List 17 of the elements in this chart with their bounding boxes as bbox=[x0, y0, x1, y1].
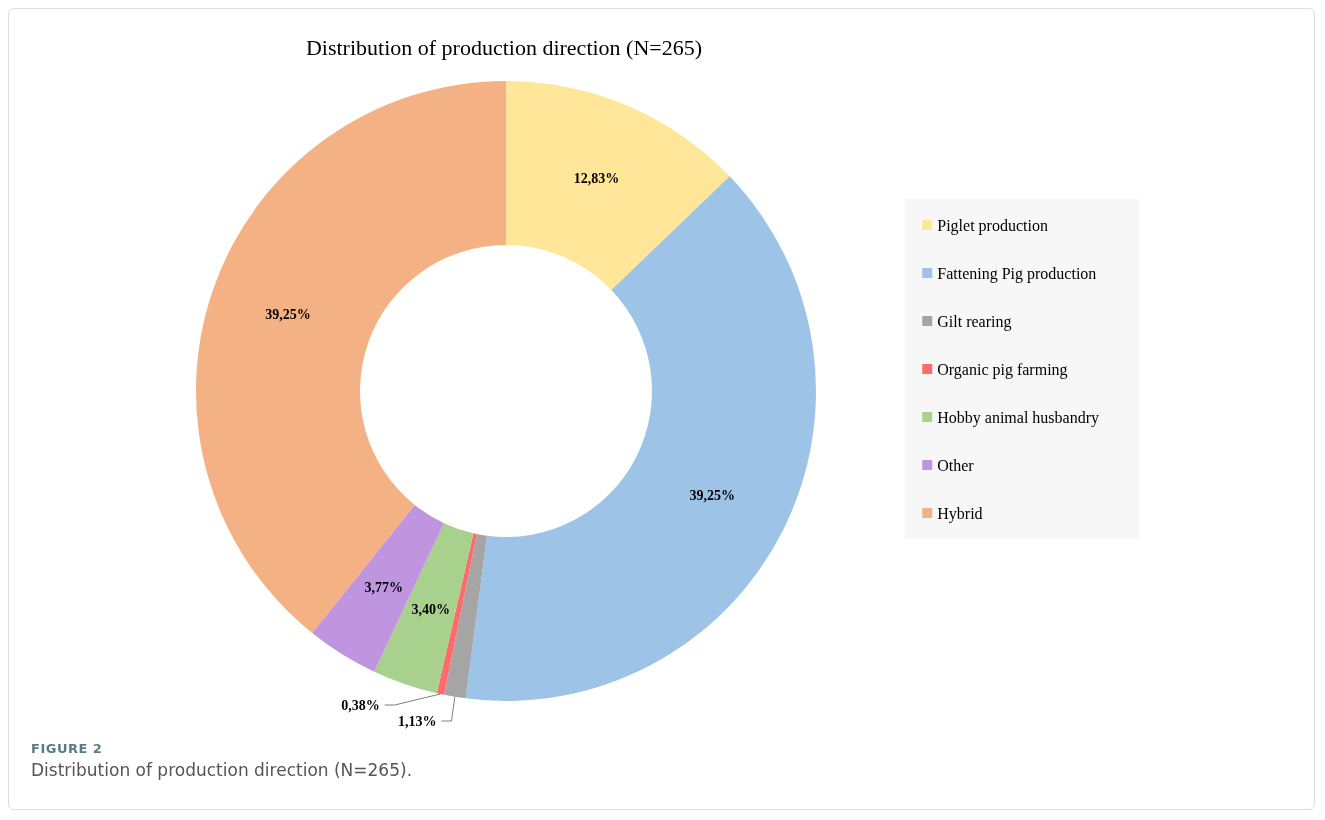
data-label: 3,77% bbox=[364, 579, 404, 595]
data-label: 3,40% bbox=[411, 601, 450, 617]
legend-label: Hobby animal husbandry bbox=[937, 408, 1099, 427]
legend-label: Organic pig farming bbox=[937, 360, 1068, 379]
legend-label: Gilt rearing bbox=[937, 312, 1012, 331]
chart-title: Distribution of production direction (N=265) bbox=[305, 34, 703, 60]
data-label: 12,83% bbox=[573, 171, 620, 187]
legend-label: Hybrid bbox=[937, 504, 983, 523]
legend-label: Other bbox=[937, 456, 975, 474]
caption: FIGURE 2 bbox=[31, 741, 104, 756]
text: Distribution of production direction (N=265). bbox=[31, 760, 413, 780]
legend-label: Piglet production bbox=[937, 216, 1048, 235]
data-label: 1,13% bbox=[398, 713, 437, 729]
data-label: 0,38% bbox=[341, 697, 380, 713]
data-label: 39,25% bbox=[689, 487, 735, 503]
legend-label: Fattening Pig production bbox=[937, 264, 1097, 283]
data-label: 39,25% bbox=[265, 306, 311, 322]
